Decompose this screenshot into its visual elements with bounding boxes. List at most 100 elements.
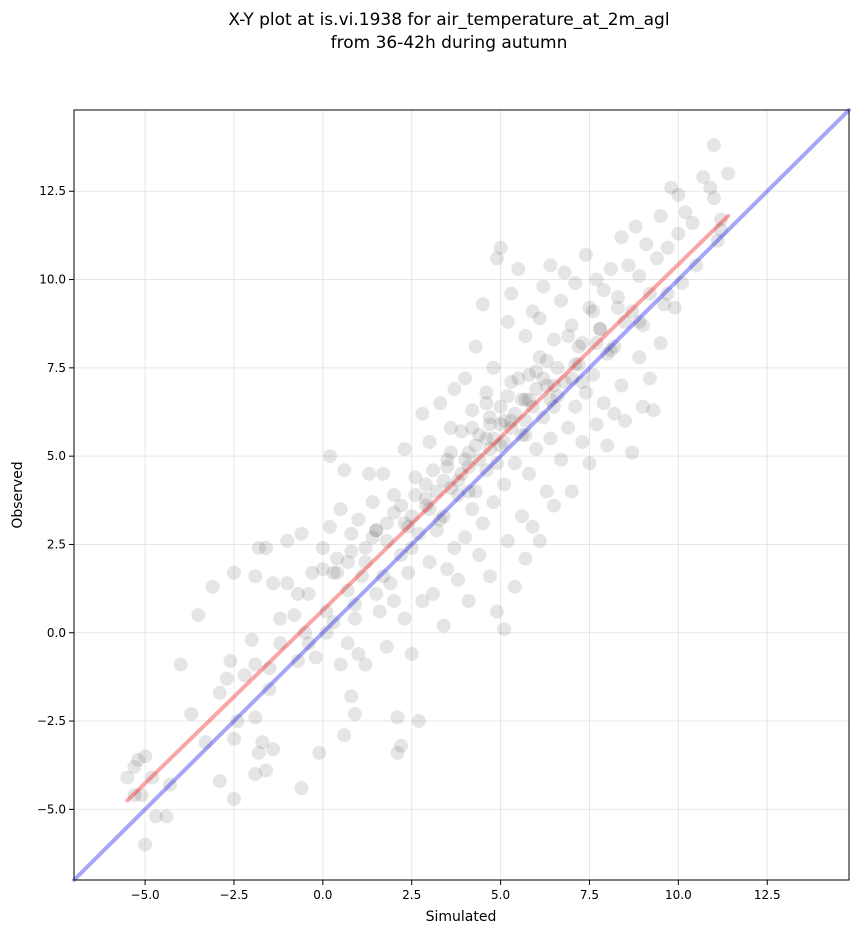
data-point: [578, 385, 593, 400]
data-point: [504, 286, 519, 301]
data-point: [429, 523, 444, 538]
data-point: [603, 343, 618, 358]
data-point: [397, 516, 412, 531]
data-point: [593, 321, 608, 336]
y-tick-label: 12.5: [39, 184, 66, 198]
data-point: [571, 357, 586, 372]
data-point: [351, 646, 366, 661]
data-point: [266, 742, 281, 757]
data-point: [379, 639, 394, 654]
data-point: [497, 622, 512, 637]
data-point: [379, 516, 394, 531]
data-point: [568, 357, 583, 372]
data-point: [518, 427, 533, 442]
data-point: [315, 562, 330, 577]
data-point: [468, 484, 483, 499]
data-point: [554, 452, 569, 467]
data-point: [379, 533, 394, 548]
data-point: [347, 597, 362, 612]
data-point: [674, 276, 689, 291]
data-point: [593, 321, 608, 336]
data-point: [486, 495, 501, 510]
data-point: [440, 562, 455, 577]
data-point: [507, 579, 522, 594]
data-point: [422, 435, 437, 450]
data-point: [230, 714, 245, 729]
data-point: [454, 424, 469, 439]
data-point: [696, 170, 711, 185]
data-point: [322, 519, 337, 534]
fit-lines: [72, 108, 851, 882]
data-point: [500, 389, 515, 404]
data-point: [536, 371, 551, 386]
data-point: [607, 406, 622, 421]
data-point: [614, 378, 629, 393]
x-tick-label: −2.5: [219, 888, 248, 902]
data-point: [365, 495, 380, 510]
data-point: [426, 586, 441, 601]
data-point: [191, 608, 206, 623]
data-point: [539, 484, 554, 499]
data-point: [148, 809, 163, 824]
data-point: [461, 445, 476, 460]
data-point: [248, 569, 263, 584]
data-point: [678, 205, 693, 220]
data-point: [340, 636, 355, 651]
data-point: [514, 509, 529, 524]
data-points: [120, 138, 736, 852]
chart-title-line2: from 36-42h during autumn: [331, 33, 568, 53]
regression-line: [125, 213, 731, 803]
data-point: [490, 251, 505, 266]
data-point: [411, 526, 426, 541]
data-point: [514, 392, 529, 407]
data-point: [120, 770, 135, 785]
data-point: [472, 548, 487, 563]
data-point: [418, 498, 433, 513]
data-point: [706, 191, 721, 206]
data-point: [706, 138, 721, 153]
data-point: [376, 466, 391, 481]
data-point: [344, 544, 359, 559]
data-point: [564, 484, 579, 499]
data-point: [532, 350, 547, 365]
data-point: [610, 300, 625, 315]
data-point: [344, 689, 359, 704]
data-point: [401, 565, 416, 580]
data-point: [493, 438, 508, 453]
data-point: [443, 420, 458, 435]
data-point: [642, 286, 657, 301]
data-point: [529, 382, 544, 397]
data-point: [262, 661, 277, 676]
data-point: [308, 650, 323, 665]
data-point: [482, 442, 497, 457]
data-point: [586, 367, 601, 382]
data-point: [635, 318, 650, 333]
data-point: [184, 706, 199, 721]
data-point: [358, 540, 373, 555]
data-point: [319, 604, 334, 619]
data-point: [497, 435, 512, 450]
data-point: [244, 632, 259, 647]
data-point: [305, 565, 320, 580]
data-point: [714, 212, 729, 227]
data-point: [667, 300, 682, 315]
data-point: [351, 512, 366, 527]
data-point: [461, 484, 476, 499]
data-point: [479, 463, 494, 478]
data-point: [589, 336, 604, 351]
data-point: [660, 240, 675, 255]
data-point: [500, 533, 515, 548]
data-point: [408, 470, 423, 485]
data-point: [390, 745, 405, 760]
data-point: [653, 336, 668, 351]
data-point: [127, 759, 142, 774]
data-point: [312, 745, 327, 760]
data-point: [219, 671, 234, 686]
data-point: [586, 304, 601, 319]
data-point: [497, 477, 512, 492]
data-point: [326, 565, 341, 580]
data-point: [333, 502, 348, 517]
data-point: [404, 646, 419, 661]
data-point: [589, 272, 604, 287]
